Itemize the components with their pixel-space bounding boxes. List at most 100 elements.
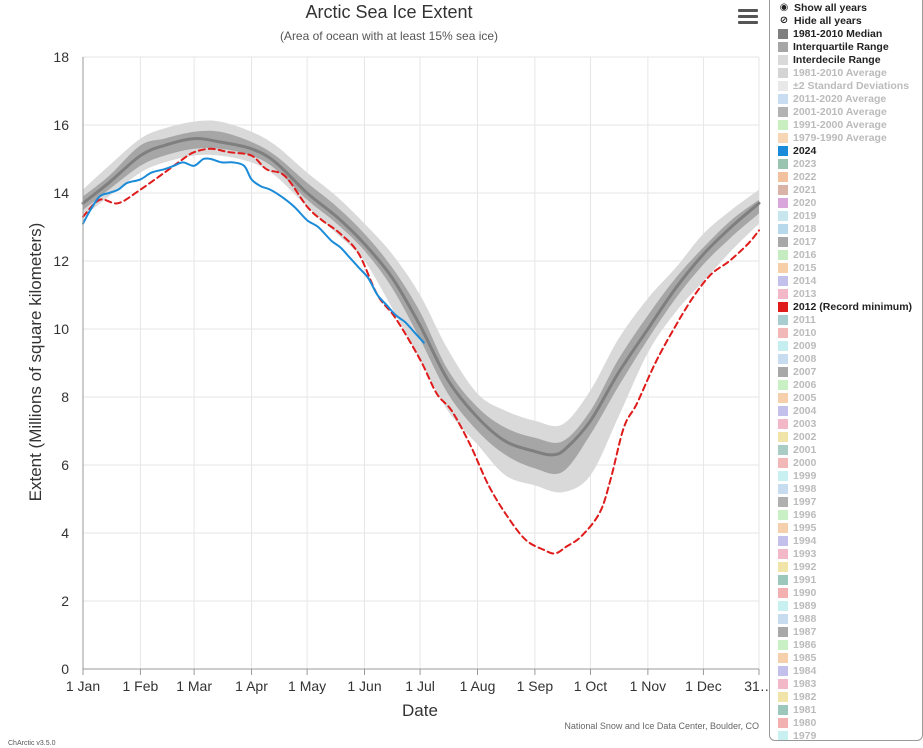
- legend-item[interactable]: 1981-2010 Average: [778, 66, 922, 79]
- legend-item[interactable]: Interquartile Range: [778, 40, 922, 53]
- legend-item[interactable]: 2012 (Record minimum): [778, 300, 922, 313]
- legend-item[interactable]: 1979-1990 Average: [778, 131, 922, 144]
- legend-item[interactable]: 1981: [778, 703, 922, 716]
- legend-item[interactable]: 2003: [778, 417, 922, 430]
- legend-item[interactable]: 2013: [778, 287, 922, 300]
- legend-item[interactable]: 2024: [778, 144, 922, 157]
- show-all-years-button[interactable]: ◉ Show all years: [778, 1, 922, 14]
- series-interdecile-range: [83, 120, 759, 493]
- legend-item[interactable]: 1983: [778, 677, 922, 690]
- y-axis-title: Extent (Millions of square kilometers): [26, 223, 45, 502]
- legend-item[interactable]: 1992: [778, 560, 922, 573]
- legend-label: 2017: [793, 235, 817, 248]
- legend-label: 1993: [793, 547, 817, 560]
- legend-item[interactable]: 2019: [778, 209, 922, 222]
- legend-swatch: [778, 704, 788, 715]
- hamburger-menu-icon-bar: [738, 21, 758, 24]
- legend-item[interactable]: 1984: [778, 664, 922, 677]
- legend-panel: ◉ Show all years ⊘ Hide all years 1981-2…: [769, 0, 923, 741]
- legend-swatch: [778, 158, 788, 169]
- legend-item[interactable]: 1993: [778, 547, 922, 560]
- legend-item[interactable]: 1991: [778, 573, 922, 586]
- legend-swatch: [778, 197, 788, 208]
- legend-label: 2011-2020 Average: [793, 92, 887, 105]
- x-tick-label: 1 Dec: [685, 678, 722, 694]
- legend-item[interactable]: Interdecile Range: [778, 53, 922, 66]
- legend-item[interactable]: 2017: [778, 235, 922, 248]
- y-tick-label: 6: [61, 457, 69, 473]
- legend-item[interactable]: 1979: [778, 729, 922, 740]
- legend-label: 2014: [793, 274, 817, 287]
- legend-swatch: [778, 54, 788, 65]
- axes: 0 2 4 6 8 10 12 14 16 18 1 Jan 1 Feb 1 Mar 1 Apr 1 May…: [53, 49, 768, 694]
- legend-item[interactable]: 2004: [778, 404, 922, 417]
- x-tick-label: 1 Jun: [347, 678, 381, 694]
- legend-item[interactable]: 2005: [778, 391, 922, 404]
- legend-swatch: [778, 652, 788, 663]
- legend-item[interactable]: 2020: [778, 196, 922, 209]
- chart-menu-button[interactable]: [736, 6, 760, 28]
- legend-item[interactable]: 2006: [778, 378, 922, 391]
- legend-item[interactable]: 1998: [778, 482, 922, 495]
- legend-item[interactable]: 2015: [778, 261, 922, 274]
- legend-label: 2016: [793, 248, 817, 261]
- legend-item[interactable]: 2008: [778, 352, 922, 365]
- legend-item[interactable]: 2011-2020 Average: [778, 92, 922, 105]
- legend-item[interactable]: 1987: [778, 625, 922, 638]
- legend-item[interactable]: 1988: [778, 612, 922, 625]
- legend-label: 1979-1990 Average: [793, 131, 887, 144]
- legend-item[interactable]: 2016: [778, 248, 922, 261]
- legend-item[interactable]: 1995: [778, 521, 922, 534]
- legend-item[interactable]: 1991-2000 Average: [778, 118, 922, 131]
- legend-swatch: [778, 145, 788, 156]
- legend-item[interactable]: 1990: [778, 586, 922, 599]
- legend-item[interactable]: 1994: [778, 534, 922, 547]
- legend-swatch: [778, 639, 788, 650]
- credit-text: National Snow and Ice Data Center, Bould…: [564, 721, 759, 731]
- legend-item[interactable]: 2002: [778, 430, 922, 443]
- legend-label: 1985: [793, 651, 817, 664]
- y-tick-label: 14: [53, 185, 69, 201]
- legend-item[interactable]: 1985: [778, 651, 922, 664]
- legend-item[interactable]: 2018: [778, 222, 922, 235]
- legend-swatch: [778, 340, 788, 351]
- legend-swatch: [778, 717, 788, 728]
- legend-item[interactable]: 1996: [778, 508, 922, 521]
- legend-item[interactable]: 1982: [778, 690, 922, 703]
- legend-item[interactable]: 2021: [778, 183, 922, 196]
- legend-item[interactable]: 2014: [778, 274, 922, 287]
- legend-item[interactable]: 2001-2010 Average: [778, 105, 922, 118]
- legend-item[interactable]: ±2 Standard Deviations: [778, 79, 922, 92]
- legend-item[interactable]: 1986: [778, 638, 922, 651]
- x-tick-label: 1 Mar: [176, 678, 212, 694]
- legend-swatch: [778, 522, 788, 533]
- legend-item[interactable]: 1980: [778, 716, 922, 729]
- legend-item[interactable]: 2007: [778, 365, 922, 378]
- legend-item[interactable]: 1997: [778, 495, 922, 508]
- legend-item[interactable]: 1989: [778, 599, 922, 612]
- legend-item[interactable]: 2000: [778, 456, 922, 469]
- legend-item[interactable]: 2009: [778, 339, 922, 352]
- legend-item[interactable]: 2010: [778, 326, 922, 339]
- legend-label: 2006: [793, 378, 817, 391]
- legend-label: 2018: [793, 222, 817, 235]
- legend-label: 2022: [793, 170, 817, 183]
- legend-label: 2015: [793, 261, 817, 274]
- legend-label: 2005: [793, 391, 817, 404]
- legend-swatch: [778, 314, 788, 325]
- hide-all-years-button[interactable]: ⊘ Hide all years: [778, 14, 922, 27]
- hamburger-menu-icon: [738, 9, 758, 12]
- legend-swatch: [778, 236, 788, 247]
- legend-label: 2007: [793, 365, 817, 378]
- legend-item[interactable]: 1999: [778, 469, 922, 482]
- legend-item[interactable]: 1981-2010 Median: [778, 27, 922, 40]
- legend-item[interactable]: 2011: [778, 313, 922, 326]
- legend-label: Interdecile Range: [793, 53, 881, 66]
- version-label: ChArctic v3.5.0: [8, 740, 56, 747]
- legend-item[interactable]: 2022: [778, 170, 922, 183]
- x-tick-label: 1 Nov: [630, 678, 667, 694]
- legend-label: 2004: [793, 404, 817, 417]
- legend-label: 1981-2010 Median: [793, 27, 883, 40]
- legend-item[interactable]: 2001: [778, 443, 922, 456]
- legend-item[interactable]: 2023: [778, 157, 922, 170]
